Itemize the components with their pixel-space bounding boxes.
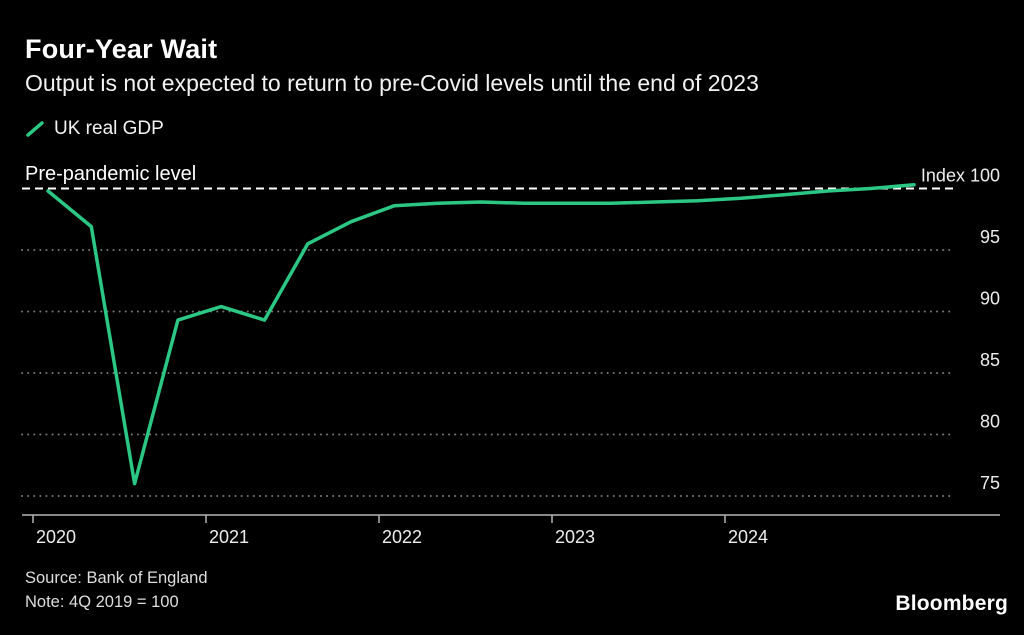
- x-axis-label: 2024: [728, 527, 768, 547]
- y-axis-label: 90: [980, 289, 1000, 309]
- gdp-line-series: [46, 183, 916, 486]
- x-axis-label: 2022: [382, 527, 422, 547]
- legend-label: UK real GDP: [54, 118, 164, 139]
- x-axis-label: 2023: [555, 527, 595, 547]
- x-axis-label: 2020: [36, 527, 76, 547]
- x-axis-label: 2021: [209, 527, 249, 547]
- y-axis-label: 95: [980, 227, 1000, 247]
- y-axis-label: 75: [980, 473, 1000, 493]
- note-text: Note: 4Q 2019 = 100: [25, 593, 179, 611]
- bloomberg-logo: Bloomberg: [895, 592, 1008, 615]
- reference-line-label: Pre-pandemic level: [25, 163, 197, 185]
- line-series-icon: [26, 121, 44, 137]
- chart-title: Four-Year Wait: [25, 34, 218, 64]
- y-axis-label: 80: [980, 412, 1000, 432]
- chart-subtitle: Output is not expected to return to pre-…: [25, 70, 759, 96]
- source-text: Source: Bank of England: [25, 569, 208, 587]
- legend: UK real GDP: [25, 118, 164, 140]
- y-axis-label: 85: [980, 350, 1000, 370]
- y-axis-label: Index 100: [921, 166, 1000, 186]
